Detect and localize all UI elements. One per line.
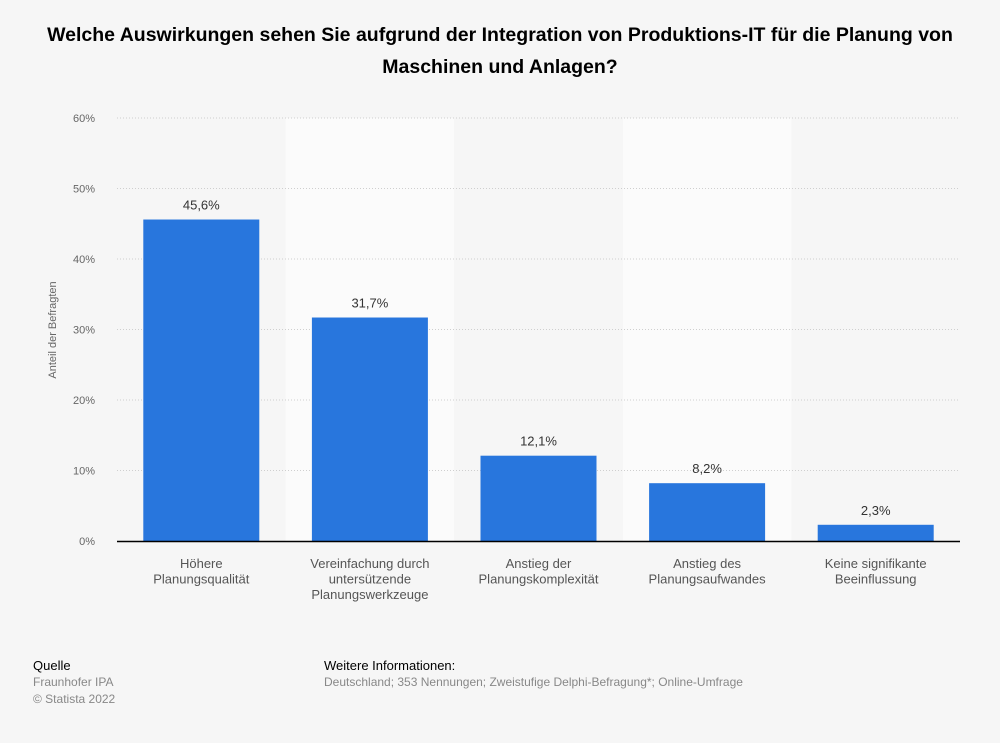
x-tick-label: Anstieg der [506,556,572,571]
chart-title: Welche Auswirkungen sehen Sie aufgrund d… [47,24,953,78]
y-tick-label: 0% [79,536,95,548]
copyright-text: © Statista 2022 [33,692,116,706]
bar [480,455,597,541]
source-heading: Quelle [33,658,71,673]
x-tick-label: Planungskomplexität [479,572,599,587]
y-tick-label: 20% [73,395,95,407]
x-tick-label: Planungsaufwandes [649,572,767,587]
y-tick-label: 50% [73,184,95,196]
y-tick-label: 60% [73,113,95,125]
x-tick-label: Anstieg des [673,556,741,571]
y-axis-label: Anteil der Befragten [47,281,59,378]
x-tick-label: Beeinflussung [835,572,917,587]
info-heading: Weitere Informationen: [324,658,456,673]
info-block: Weitere Informationen: Deutschland; 353 … [324,657,743,691]
source-block: Quelle Fraunhofer IPA © Statista 2022 [33,657,115,708]
data-label: 2,3% [861,503,891,518]
data-label: 31,7% [351,296,388,311]
column-band [622,118,792,541]
data-label: 8,2% [692,461,722,476]
x-tick-label: Planungsqualität [153,572,250,587]
y-tick-label: 40% [73,254,95,266]
source-text: Fraunhofer IPA [33,675,114,689]
info-text: Deutschland; 353 Nennungen; Zweistufige … [324,675,743,689]
y-tick-label: 10% [73,466,95,478]
data-label: 12,1% [520,434,557,449]
bar [649,483,766,541]
bar [311,317,428,541]
data-label: 45,6% [183,198,220,213]
bar [143,219,260,541]
x-tick-label: Vereinfachung durch [310,556,429,571]
x-tick-label: Planungswerkzeuge [311,587,428,602]
x-tick-label: untersützende [329,572,411,587]
x-tick-label: Keine signifikante [825,556,927,571]
bar [817,524,934,541]
y-tick-label: 30% [73,325,95,337]
x-tick-label: Höhere [180,556,223,571]
